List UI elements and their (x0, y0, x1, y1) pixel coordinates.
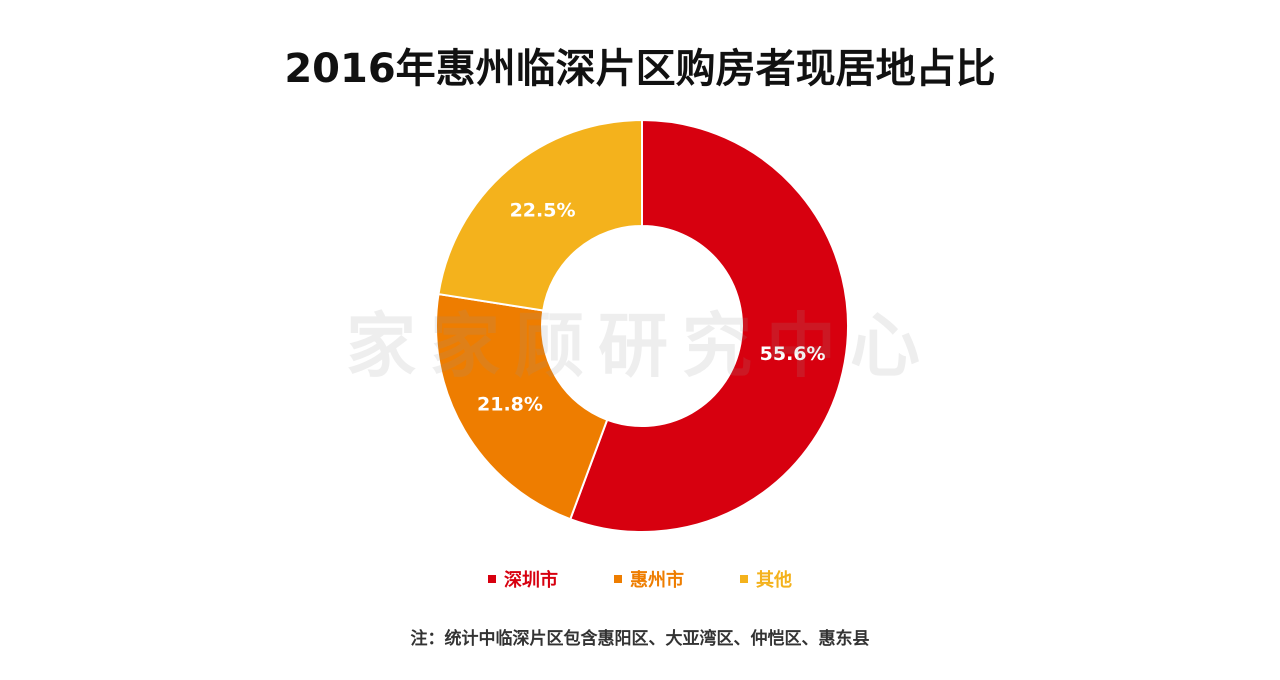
slice-label-1: 55.6% (760, 343, 826, 365)
legend-label: 其他 (756, 570, 792, 591)
legend-swatch (614, 575, 622, 583)
footnote: 注：统计中临深片区包含惠阳区、大亚湾区、仲恺区、惠东县 (410, 629, 870, 649)
legend: 深圳市 惠州市 其他 (0, 566, 1280, 592)
legend-label: 惠州市 (630, 570, 684, 591)
legend-swatch (488, 575, 496, 583)
slice-label-2: 21.8% (477, 393, 543, 415)
legend-item-1: 深圳市 (488, 566, 558, 592)
slice-2 (435, 292, 609, 521)
slice-1 (569, 118, 849, 533)
legend-label: 深圳市 (504, 570, 558, 591)
legend-item-3: 其他 (740, 566, 792, 592)
slice-label-3: 22.5% (510, 200, 576, 222)
legend-item-2: 惠州市 (614, 566, 684, 592)
slice-3 (437, 118, 643, 312)
legend-swatch (740, 575, 748, 583)
donut-chart: 55.6% 21.8% 22.5% (435, 118, 849, 533)
chart-title: 2016年惠州临深片区购房者现居地占比 (284, 46, 996, 92)
